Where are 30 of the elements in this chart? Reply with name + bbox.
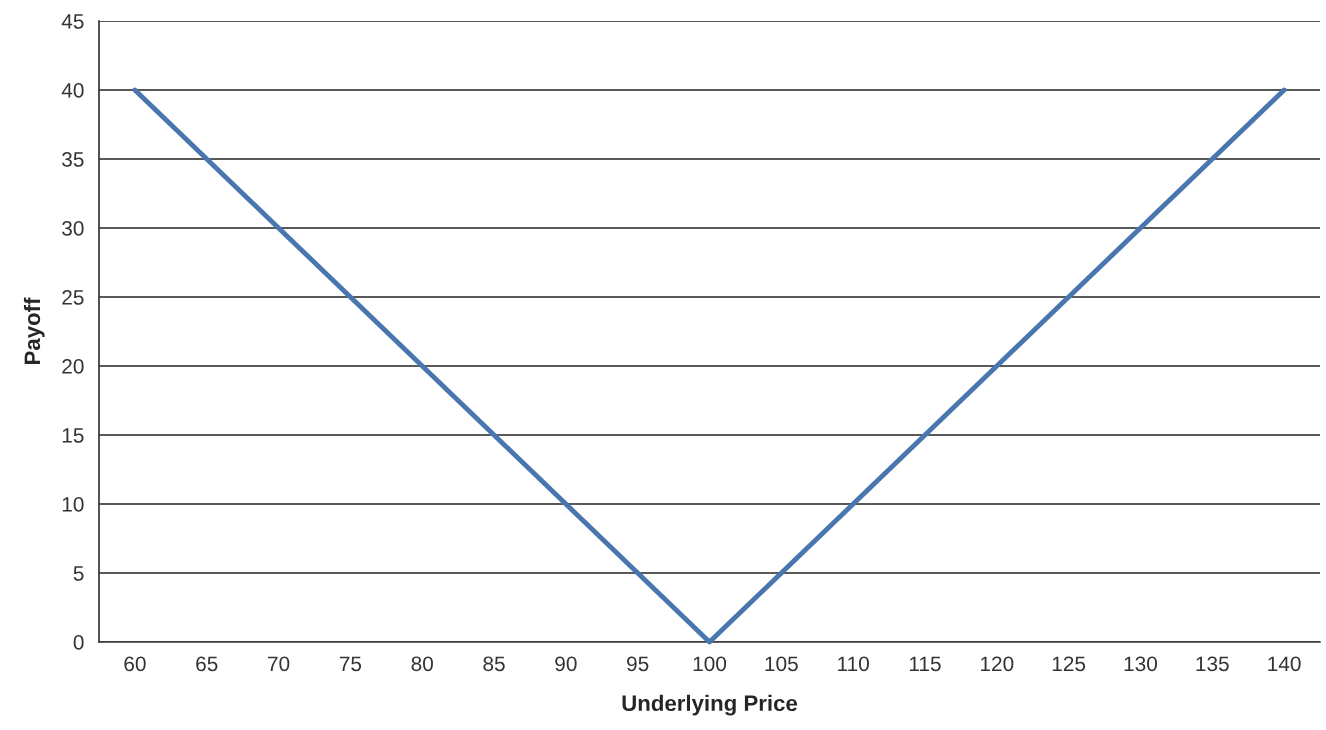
y-axis-title: Payoff xyxy=(23,297,45,364)
x-tick-label: 125 xyxy=(1052,656,1086,672)
x-tick-label: 80 xyxy=(411,656,433,672)
x-tick-label: 90 xyxy=(555,656,577,672)
y-tick-label: 40 xyxy=(61,83,84,98)
x-tick-label: 95 xyxy=(627,656,649,672)
x-tick-label: 60 xyxy=(124,656,146,672)
x-tick-label: 70 xyxy=(268,656,290,672)
y-tick-label: 5 xyxy=(73,566,84,581)
y-tick-label: 15 xyxy=(62,428,84,443)
y-tick-label: 30 xyxy=(62,221,84,236)
x-tick-label: 105 xyxy=(765,656,798,672)
x-tick-label: 85 xyxy=(483,656,505,672)
y-tick-label: 25 xyxy=(62,290,84,305)
y-tick-label: 35 xyxy=(62,152,84,167)
x-tick-label: 135 xyxy=(1196,656,1229,672)
x-axis-title: Underlying Price xyxy=(622,694,798,716)
y-tick-label: 45 xyxy=(61,14,84,29)
x-tick-label: 65 xyxy=(196,656,218,672)
y-tick-label: 20 xyxy=(62,359,84,374)
x-tick-label: 100 xyxy=(693,656,727,672)
y-tick-label: 0 xyxy=(73,635,84,650)
x-tick-label: 140 xyxy=(1268,656,1301,672)
line-series xyxy=(132,87,1287,645)
x-tick-label: 75 xyxy=(339,656,362,672)
x-tick-label: 110 xyxy=(838,656,869,672)
y-tick-label: 10 xyxy=(62,497,84,512)
x-tick-label: 130 xyxy=(1124,656,1158,672)
x-tick-label: 120 xyxy=(981,656,1014,672)
x-tick-label: 115 xyxy=(909,656,941,672)
